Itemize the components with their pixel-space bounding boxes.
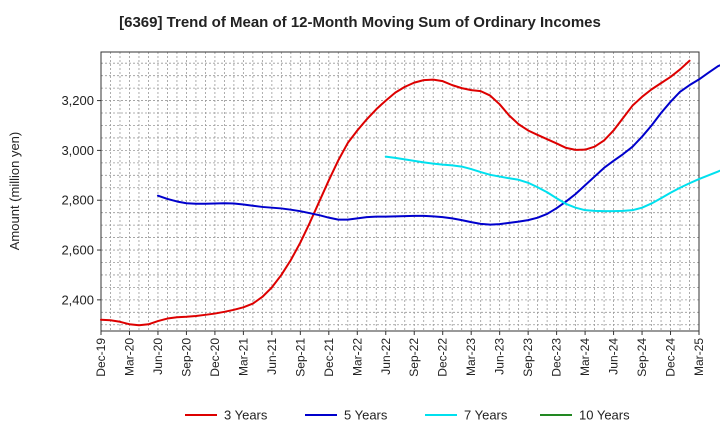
x-tick-label: Jun-22 [379, 338, 393, 375]
y-axis: 2,400 2,600 2,800 3,000 3,200 [61, 93, 101, 307]
x-tick-label: Sep-21 [293, 338, 307, 377]
x-tick-label: Jun-21 [265, 338, 279, 375]
chart-title: [6369] Trend of Mean of 12-Month Moving … [119, 14, 601, 31]
legend: 3 Years 5 Years 7 Years 10 Years [185, 408, 630, 423]
y-axis-label: Amount (million yen) [7, 132, 22, 251]
x-tick-label: Mar-25 [692, 338, 706, 376]
y-tick-label: 3,000 [61, 143, 94, 158]
series-line-7-years [384, 155, 720, 213]
x-tick-label: Dec-19 [94, 338, 108, 377]
y-tick-label: 2,400 [61, 292, 94, 307]
x-tick-label: Dec-22 [436, 338, 450, 377]
x-tick-label: Jun-23 [493, 338, 507, 375]
legend-label: 7 Years [464, 408, 508, 423]
plot-frame [100, 51, 700, 332]
legend-label: 3 Years [224, 408, 268, 423]
legend-label: 10 Years [579, 408, 630, 423]
x-tick-label: Jun-24 [607, 338, 621, 375]
x-tick-label: Dec-21 [322, 338, 336, 377]
x-tick-label: Mar-20 [122, 338, 136, 376]
series-layer [100, 59, 720, 327]
x-tick-label: Dec-23 [550, 338, 564, 377]
x-tick-label: Mar-22 [350, 338, 364, 376]
x-axis: Dec-19 Mar-20 Jun-20 Sep-20 Dec-20 Mar-21 Jun-… [94, 331, 706, 377]
y-tick-label: 2,800 [61, 193, 94, 208]
x-tick-label: Sep-22 [407, 338, 421, 377]
legend-label: 5 Years [344, 408, 388, 423]
x-tick-label: Mar-24 [578, 338, 592, 376]
x-tick-label: Sep-24 [635, 338, 649, 377]
y-tick-label: 3,200 [61, 93, 94, 108]
series-line-5-years [156, 64, 720, 226]
grid [101, 52, 699, 331]
x-tick-label: Jun-20 [151, 338, 165, 375]
x-tick-label: Sep-23 [521, 338, 535, 377]
x-tick-label: Sep-20 [179, 338, 193, 377]
series-line-3-years [100, 59, 691, 327]
y-tick-label: 2,600 [61, 243, 94, 258]
x-tick-label: Dec-20 [208, 338, 222, 377]
x-tick-label: Mar-21 [236, 338, 250, 376]
x-tick-label: Mar-23 [464, 338, 478, 376]
x-tick-label: Dec-24 [664, 338, 678, 377]
